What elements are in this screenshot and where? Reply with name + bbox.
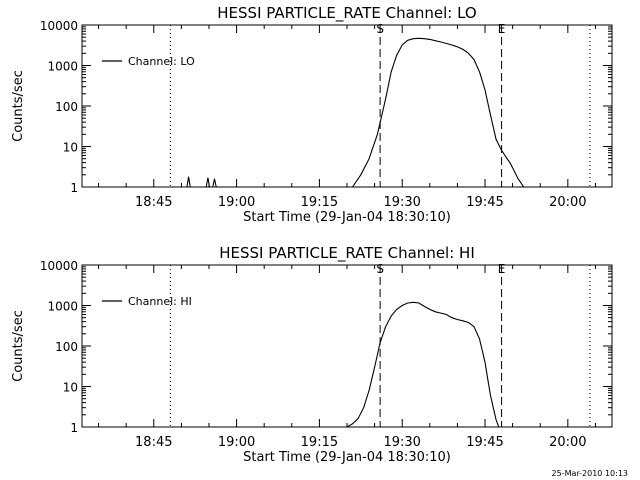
y-tick-label: 1 — [70, 181, 78, 195]
x-tick-label: 18:45 — [135, 195, 172, 210]
chart-title: HESSI PARTICLE_RATE Channel: HI — [219, 244, 475, 263]
marker-label-e: E — [498, 262, 506, 276]
y-tick-label: 10 — [63, 141, 78, 155]
marker-label-s: S — [376, 262, 384, 276]
legend-label: Channel: LO — [128, 55, 195, 68]
chart-panel-2: HESSI PARTICLE_RATE Channel: HI 1 10 100 100… — [11, 244, 613, 465]
y-tick-label: 1 — [70, 421, 78, 435]
series-line-1 — [346, 301, 500, 428]
x-tick-label: 18:45 — [135, 435, 172, 450]
plot-frame — [81, 24, 613, 188]
y-tick-label: 100 — [55, 340, 78, 354]
x-tick-label: 19:30 — [383, 195, 420, 210]
marker-label-e: E — [498, 22, 506, 36]
x-tick-label: 20:00 — [549, 195, 586, 210]
y-tick-label: 1000 — [47, 60, 78, 74]
plot-frame — [81, 264, 613, 428]
chart-title: HESSI PARTICLE_RATE Channel: LO — [217, 4, 476, 23]
x-tick-label: 19:00 — [218, 195, 255, 210]
legend-label: Channel: HI — [128, 295, 192, 308]
x-tick-label: 19:00 — [218, 435, 255, 450]
y-tick-label: 1000 — [47, 300, 78, 314]
x-tick-label: 20:00 — [549, 435, 586, 450]
footer-timestamp: 25-Mar-2010 10:13 — [551, 469, 629, 478]
x-axis-label: Start Time (29-Jan-04 18:30:10) — [243, 450, 451, 465]
x-tick-label: 19:15 — [301, 195, 338, 210]
x-tick-label: 19:45 — [466, 435, 503, 450]
x-tick-label: 19:45 — [466, 195, 503, 210]
y-axis-label: Counts/sec — [11, 310, 26, 382]
y-tick-label: 100 — [55, 100, 78, 114]
series-line-1 — [186, 37, 525, 188]
x-tick-label: 19:15 — [301, 435, 338, 450]
y-tick-label: 10000 — [40, 259, 78, 273]
x-axis-label: Start Time (29-Jan-04 18:30:10) — [243, 210, 451, 225]
x-tick-label: 19:30 — [383, 435, 420, 450]
y-tick-label: 10000 — [40, 19, 78, 33]
y-axis-label: Counts/sec — [11, 70, 26, 142]
chart-panel-1: HESSI PARTICLE_RATE Channel: LO 1 10 100 100… — [11, 4, 613, 225]
marker-label-s: S — [376, 22, 384, 36]
y-tick-label: 10 — [63, 381, 78, 395]
